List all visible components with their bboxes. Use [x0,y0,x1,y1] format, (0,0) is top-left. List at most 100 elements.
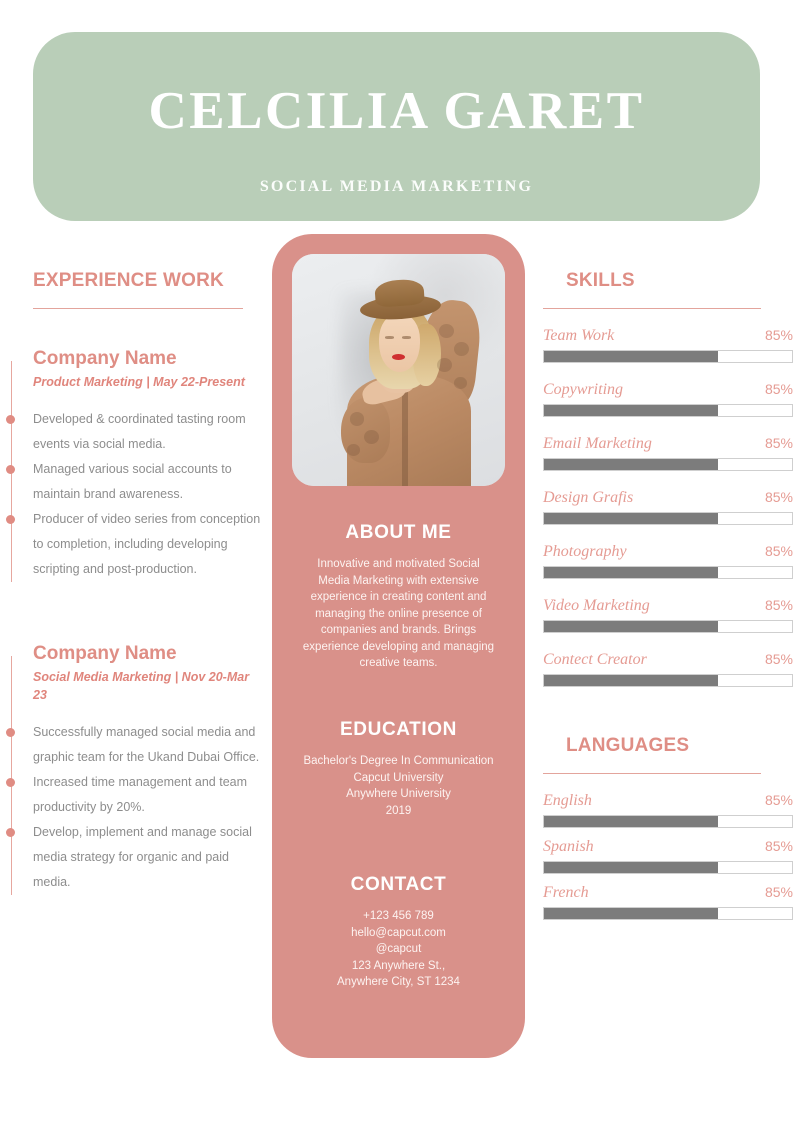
knit-bobble [438,323,454,338]
education-heading: EDUCATION [340,719,457,740]
timeline-dot-icon [6,515,15,524]
skill-progress-track [543,350,793,363]
language-percent: 85% [764,792,793,808]
duty-text: Increased time management and team produ… [33,775,248,814]
knit-bobble [364,430,380,445]
language-progress-track [543,861,793,874]
skill-progress-fill [544,621,718,632]
education-line: Anywhere University [346,788,451,800]
job-meta: Social Media Marketing | Nov 20-Mar 23 [33,670,250,702]
language-label: Spanish [543,838,594,855]
skill-progress-fill [544,675,718,686]
skill-label: Team Work [543,327,615,344]
knit-bobble [436,358,452,373]
language-label: French [543,884,589,901]
skill-percent: 85% [764,381,793,397]
skill-row: Video Marketing 85% [543,597,793,633]
avatar [292,254,505,486]
profile-card: ABOUT ME Innovative and motivated Social… [272,234,525,1058]
skill-percent: 85% [764,651,793,667]
skill-label: Copywriting [543,381,624,398]
contact-email[interactable]: hello@capcut.com [351,926,446,939]
timeline-dot-icon [6,465,15,474]
languages-divider [543,773,761,774]
skills-divider [543,308,761,309]
skill-row: Design Grafis 85% [543,489,793,525]
timeline-dot-icon [6,828,15,837]
experience-entry: Company Name Product Marketing | May 22-… [0,347,262,582]
skill-label: Photography [543,543,627,560]
list-item: Developed & coordinated tasting room eve… [6,407,262,457]
timeline-line [11,656,12,895]
language-label: English [543,792,592,809]
list-item: Managed various social accounts to maint… [6,457,262,507]
knit-bobble [453,376,467,389]
skill-progress-track [543,458,793,471]
experience-column: EXPERIENCE WORK Company Name Product Mar… [0,270,262,895]
skill-row: Copywriting 85% [543,381,793,417]
skill-progress-track [543,620,793,633]
contact-address-line: 123 Anywhere St., [351,959,446,972]
knit-bobble [349,411,365,426]
face [379,314,420,373]
header-subtitle: SOCIAL MEDIA MARKETING [259,178,534,195]
language-row: English 85% [543,792,793,828]
language-row: Spanish 85% [543,838,793,874]
languages-list: English 85% Spanish 85% French 85% [543,792,793,920]
contact-section: CONTACT +123 456 789 hello@capcut.com @c… [272,874,525,991]
contact-address-line: Anywhere City, ST 1234 [337,976,460,988]
skill-progress-fill [544,567,718,578]
experience-title: EXPERIENCE WORK [33,270,224,291]
skills-column: SKILLS Team Work 85% Copywriting 85% Email… [543,270,793,930]
experience-entry: Company Name Social Media Marketing | No… [0,642,262,895]
skill-label: Contect Creator [543,651,647,668]
contact-handle[interactable]: @capcut [375,943,422,955]
knit-bobble [453,342,469,357]
about-line: experience in creating content and [310,591,487,603]
contact-phone[interactable]: +123 456 789 [363,910,434,922]
duty-text: Developed & coordinated tasting room eve… [33,412,246,451]
about-line: creative teams. [359,657,438,669]
duty-text: Develop, implement and manage social med… [33,825,252,889]
skills-title: SKILLS [566,270,635,291]
about-line: Innovative and motivated Social [317,558,480,570]
skill-percent: 85% [764,327,793,343]
duty-text: Managed various social accounts to maint… [33,462,232,501]
lips [392,353,405,360]
skill-label: Email Marketing [543,435,652,452]
page-title: CELCILIA GARET [148,82,645,140]
skill-progress-fill [544,513,718,524]
skill-row: Email Marketing 85% [543,435,793,471]
skill-percent: 85% [764,489,793,505]
section-spacer [543,705,793,735]
about-line: Media Marketing with extensive [318,574,479,587]
language-percent: 85% [764,838,793,854]
eyebrow-left [384,336,395,339]
skill-row: Team Work 85% [543,327,793,363]
duty-list: Successfully managed social media and gr… [6,720,262,895]
timeline-dot-icon [6,778,15,787]
skill-row: Photography 85% [543,543,793,579]
language-progress-fill [544,816,718,827]
skills-list: Team Work 85% Copywriting 85% Email Market… [543,327,793,687]
duty-text: Producer of video series from conception… [33,512,261,576]
language-progress-fill [544,908,718,919]
contact-heading: CONTACT [350,874,447,895]
list-item: Increased time management and team produ… [6,770,262,820]
skill-label: Video Marketing [543,597,650,614]
skill-percent: 85% [764,597,793,613]
contact-text: +123 456 789 hello@capcut.com @capcut 12… [272,908,525,991]
language-percent: 85% [764,884,793,900]
about-line: experience developing and managing [302,640,495,653]
job-meta: Product Marketing | May 22-Present [33,375,245,389]
timeline-dot-icon [6,728,15,737]
sweater-left-sleeve [340,397,390,463]
about-me-section: ABOUT ME Innovative and motivated Social… [272,522,525,672]
knit-bobble [347,444,361,456]
education-line: Bachelor's Degree In Communication [303,755,494,767]
education-line: Capcut University [353,771,444,784]
list-item: Successfully managed social media and gr… [6,720,262,770]
skill-progress-track [543,512,793,525]
education-text: Bachelor's Degree In Communication Capcu… [272,753,525,819]
